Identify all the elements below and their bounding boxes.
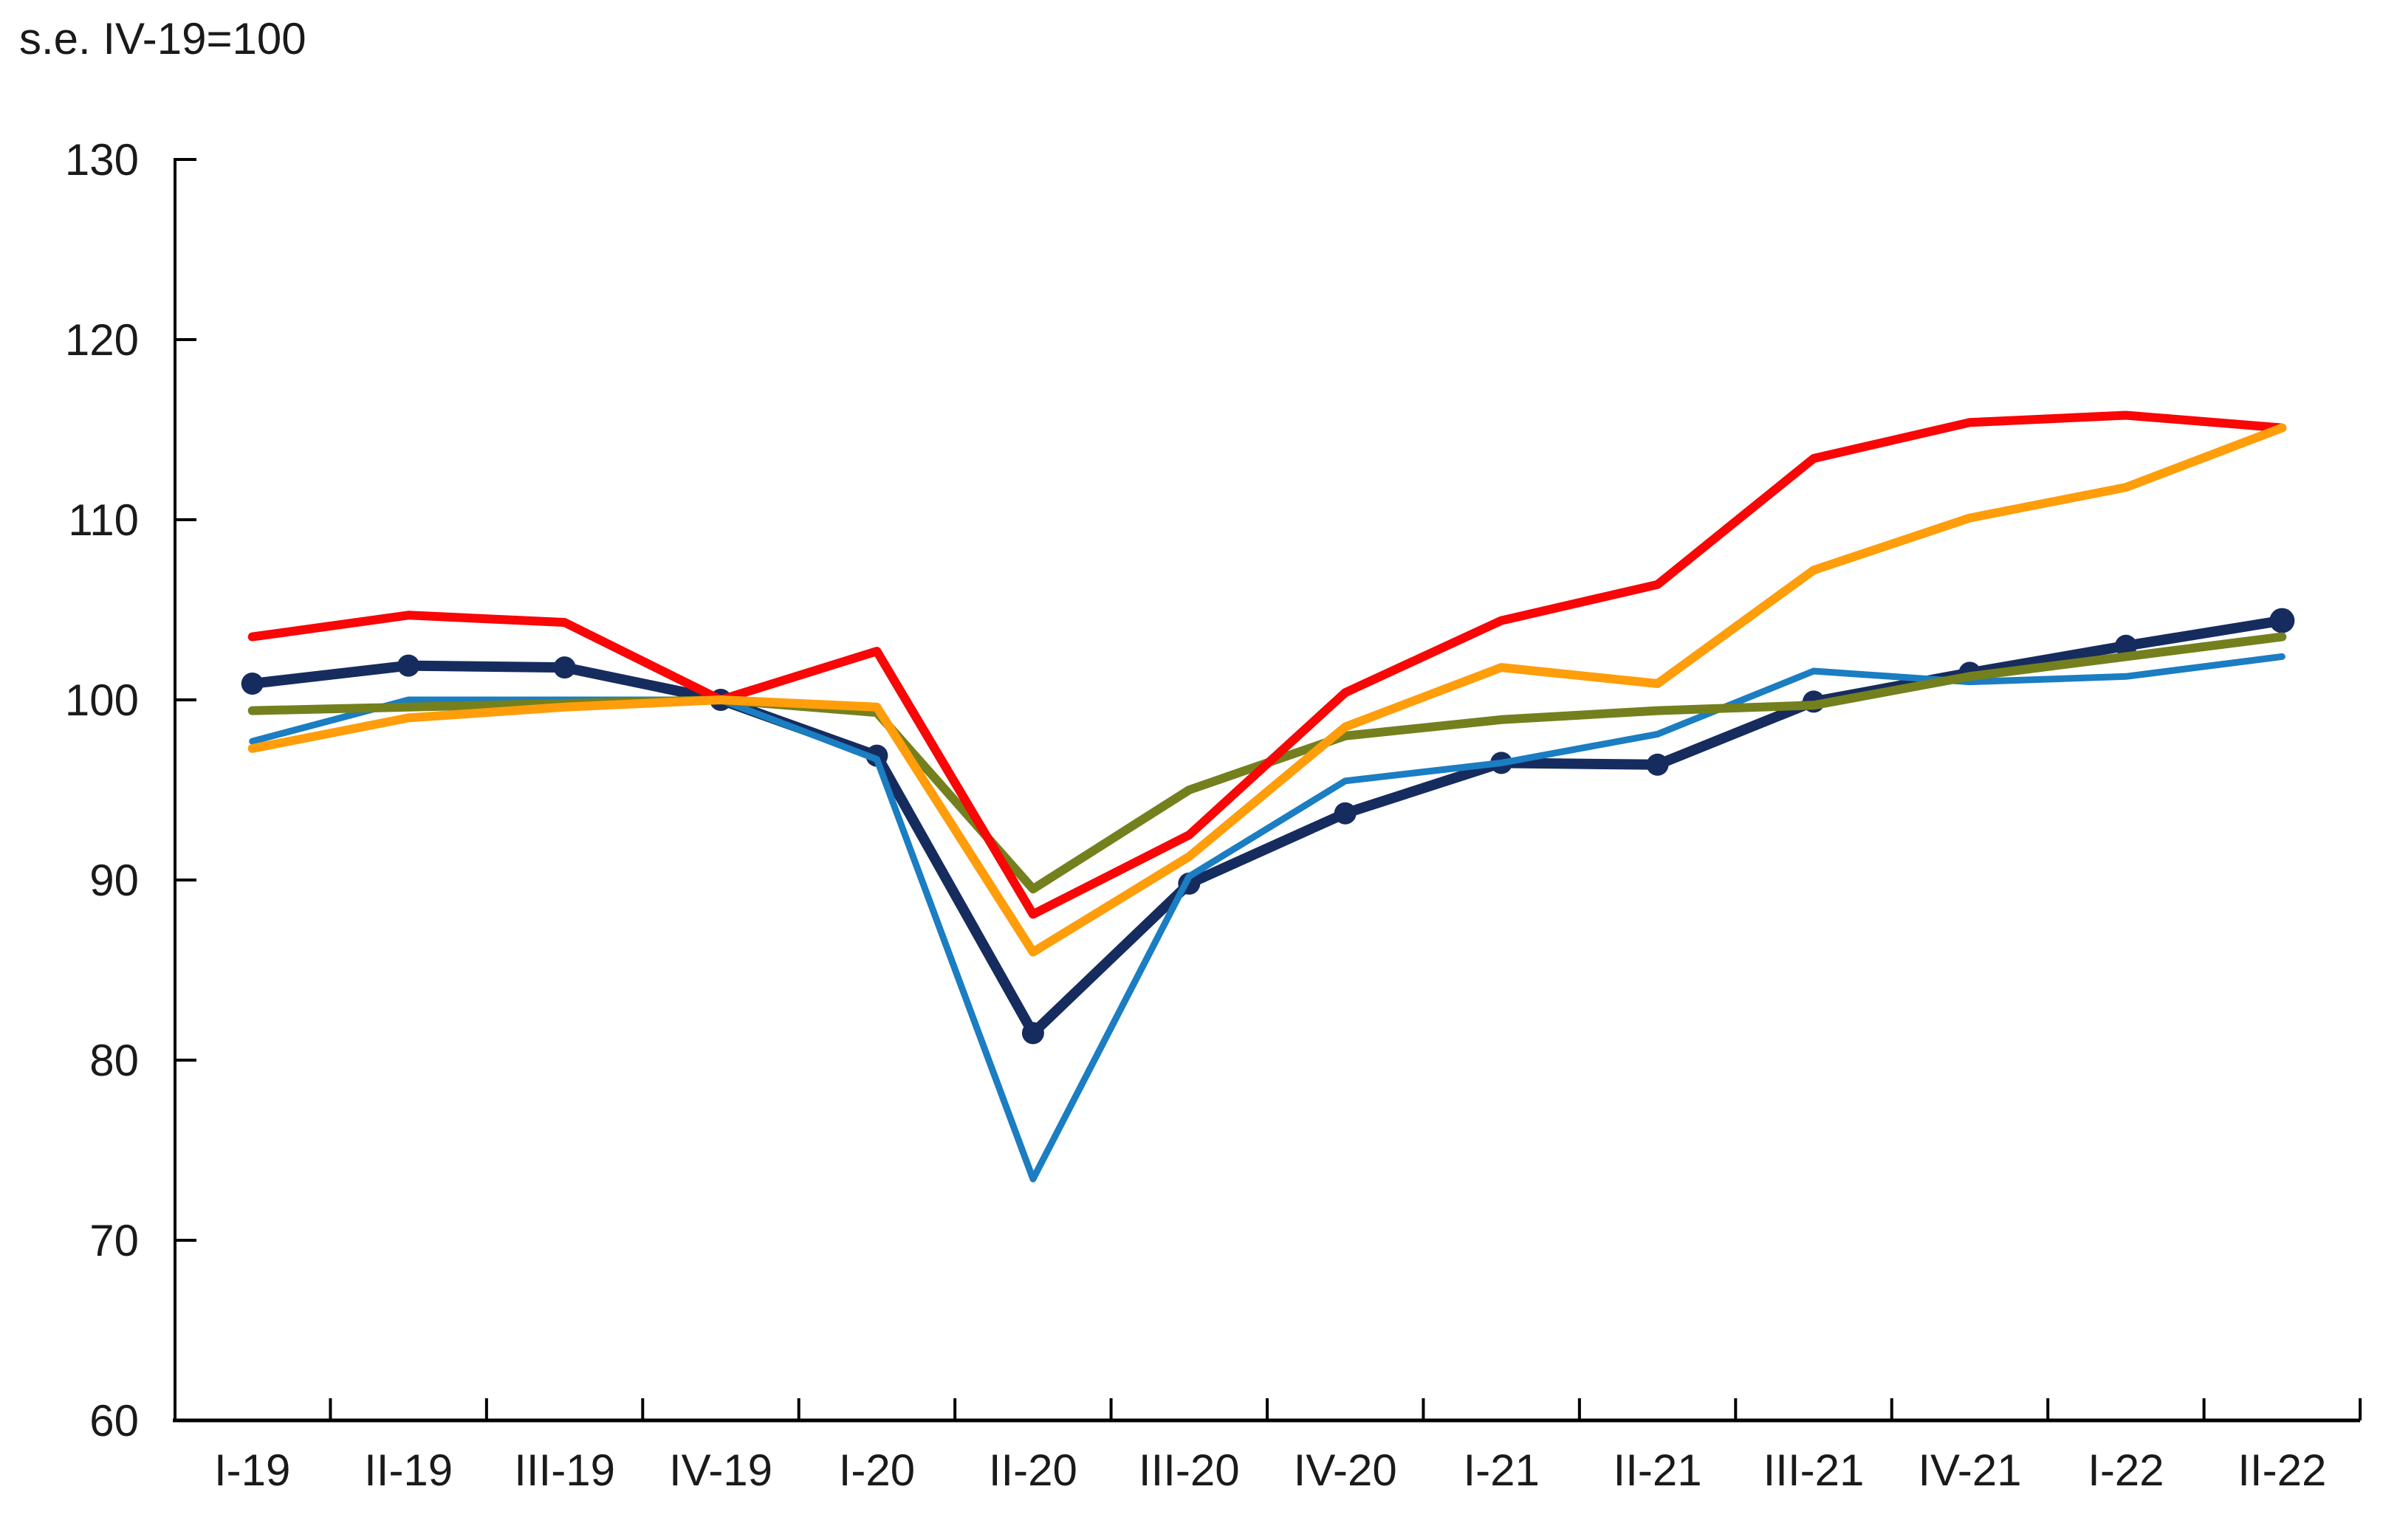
x-tick-label: II-21: [1614, 1446, 1702, 1495]
series-light-blue-line: [249, 653, 2286, 1183]
x-tick-label: III-20: [1139, 1446, 1240, 1495]
series-dark-navy-markers-marker: [1334, 802, 1357, 825]
series-dark-navy-markers-marker: [2114, 634, 2137, 657]
y-tick-label: 120: [65, 315, 139, 365]
series-dark-navy-markers-marker: [2269, 608, 2295, 633]
y-tick-label: 100: [65, 676, 139, 725]
chart-title: s.e. IV-19=100: [19, 14, 306, 63]
x-tick-label: I-21: [1463, 1446, 1539, 1495]
x-tick-label: I-22: [2088, 1446, 2164, 1495]
y-tick-label: 60: [89, 1396, 139, 1446]
y-tick-label: 70: [89, 1216, 139, 1265]
x-tick-label: III-19: [514, 1446, 615, 1495]
x-tick-label: II-20: [989, 1446, 1077, 1495]
x-tick-label: II-19: [364, 1446, 453, 1495]
series-dark-navy-markers-marker: [1646, 753, 1669, 776]
x-tick-label: I-20: [839, 1446, 915, 1495]
x-tick-label: III-21: [1763, 1446, 1865, 1495]
x-tick-label: IV-19: [669, 1446, 772, 1495]
series-dark-navy-markers-marker: [865, 744, 888, 767]
series-dark-navy-markers-marker: [397, 654, 420, 677]
series-dark-navy-markers-marker: [241, 673, 264, 695]
series-dark-navy-markers-marker: [553, 656, 576, 679]
y-tick-label: 130: [65, 135, 139, 185]
y-tick-label: 90: [89, 856, 139, 905]
y-tick-label: 110: [68, 495, 139, 545]
x-tick-label: I-19: [214, 1446, 290, 1495]
x-tick-label: II-22: [2238, 1446, 2326, 1495]
y-tick-label: 80: [89, 1036, 139, 1085]
series-dark-navy-markers-marker: [1021, 1022, 1044, 1045]
x-tick-label: IV-21: [1918, 1446, 2021, 1495]
series-orange-line: [247, 423, 2287, 957]
x-tick-label: IV-20: [1294, 1446, 1397, 1495]
series-red-line: [247, 410, 2287, 919]
